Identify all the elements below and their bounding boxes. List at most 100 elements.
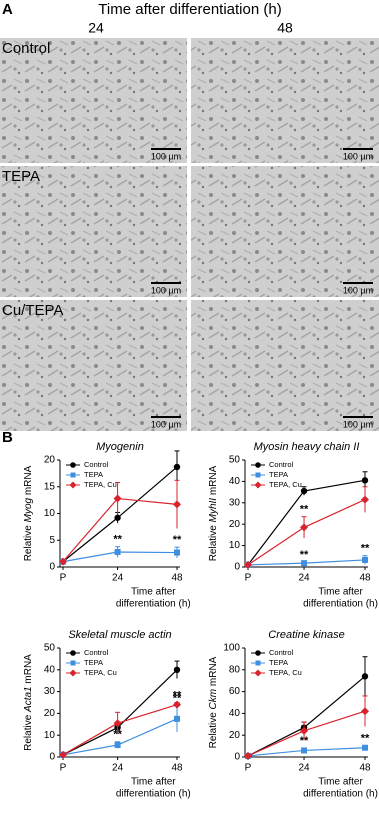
legend-marker bbox=[70, 660, 76, 666]
column-label: 48 bbox=[277, 20, 293, 36]
significance: ** bbox=[113, 534, 122, 546]
y-tick-label: 40 bbox=[229, 476, 241, 487]
marker bbox=[113, 494, 122, 503]
y-axis-label: Relative Ckm mRNA bbox=[208, 656, 219, 748]
micrograph bbox=[0, 38, 187, 163]
y-axis-label-part: Relative bbox=[208, 522, 219, 561]
micrograph bbox=[191, 38, 379, 163]
y-tick-label: 20 bbox=[44, 708, 56, 719]
header: Time after differentiation (h) bbox=[98, 1, 281, 18]
scale-bar-label: 100 µm bbox=[343, 285, 373, 295]
y-tick-label: 10 bbox=[229, 540, 241, 551]
legend-label: TEPA bbox=[269, 658, 288, 667]
marker bbox=[300, 726, 309, 735]
series-line bbox=[62, 466, 178, 563]
marker bbox=[114, 514, 121, 521]
marker bbox=[173, 500, 181, 509]
marker bbox=[300, 487, 308, 495]
y-tick-label: 0 bbox=[234, 562, 240, 573]
y-tick-label: 15 bbox=[44, 481, 56, 492]
legend-label: Control bbox=[84, 648, 109, 657]
y-axis-label-part: mRNA bbox=[23, 654, 34, 687]
x-axis-label: Time after bbox=[318, 587, 363, 598]
significance: ** bbox=[300, 735, 309, 747]
x-axis-label: differentiation (h) bbox=[116, 789, 191, 800]
scale-bar-label: 100 µm bbox=[343, 151, 373, 161]
x-axis-label: Time after bbox=[131, 777, 176, 788]
legend-marker bbox=[254, 481, 262, 489]
marker bbox=[114, 549, 121, 556]
y-tick-label: 0 bbox=[234, 752, 240, 763]
y-tick-label: 10 bbox=[44, 730, 56, 741]
y-axis-label-part: mRNA bbox=[23, 465, 34, 498]
marker bbox=[173, 463, 181, 471]
y-axis-label-part: Relative bbox=[23, 522, 34, 561]
significance: ** bbox=[300, 504, 309, 516]
y-axis-label-part: MyhII bbox=[208, 498, 219, 523]
y-tick-label: 20 bbox=[229, 519, 241, 530]
scale-bar-label: 100 µm bbox=[343, 419, 373, 429]
x-axis-label: Time after bbox=[131, 587, 176, 598]
y-tick-label: 20 bbox=[44, 455, 56, 466]
significance: ** bbox=[361, 732, 370, 744]
x-axis-label: differentiation (h) bbox=[116, 599, 191, 610]
legend-label: TEPA bbox=[269, 470, 288, 479]
marker bbox=[362, 556, 368, 563]
y-tick-label: 0 bbox=[49, 562, 55, 573]
legend-marker bbox=[69, 481, 77, 489]
y-axis-label-part: Acta1 bbox=[23, 686, 34, 713]
legend-marker bbox=[255, 472, 261, 478]
panel-label: B bbox=[2, 429, 13, 446]
y-tick-label: 80 bbox=[229, 664, 241, 675]
y-axis-label: Relative MyhII mRNA bbox=[208, 465, 219, 561]
x-axis-label: differentiation (h) bbox=[303, 789, 378, 800]
legend-label: TEPA, Cu bbox=[269, 668, 302, 677]
legend-label: TEPA, Cu bbox=[84, 480, 117, 489]
micrograph bbox=[191, 166, 379, 297]
scale-bar-label: 100 µm bbox=[151, 419, 181, 429]
marker bbox=[362, 744, 368, 751]
x-tick-label: P bbox=[60, 573, 67, 584]
y-tick-label: 60 bbox=[229, 686, 241, 697]
y-tick-label: 50 bbox=[44, 643, 56, 654]
marker bbox=[173, 666, 181, 673]
legend-label: TEPA bbox=[84, 658, 103, 667]
marker bbox=[361, 477, 369, 484]
significance: ** bbox=[173, 534, 182, 546]
legend-label: Control bbox=[269, 460, 294, 469]
marker bbox=[113, 719, 122, 728]
x-tick-label: 24 bbox=[298, 763, 310, 774]
marker bbox=[174, 549, 180, 556]
chart-title: Skeletal muscle actin bbox=[68, 629, 171, 641]
legend-label: Control bbox=[84, 460, 109, 469]
legend-marker bbox=[255, 650, 261, 656]
chart-title: Creatine kinase bbox=[268, 629, 344, 641]
y-tick-label: 30 bbox=[44, 686, 56, 697]
legend-marker bbox=[70, 472, 76, 478]
legend-marker bbox=[254, 669, 262, 677]
y-tick-label: 40 bbox=[44, 664, 56, 675]
micrograph bbox=[191, 300, 379, 431]
legend-marker bbox=[69, 669, 77, 677]
marker bbox=[244, 560, 252, 569]
y-tick-label: 20 bbox=[229, 730, 241, 741]
x-tick-label: 24 bbox=[112, 573, 124, 584]
significance: ** bbox=[361, 543, 370, 555]
row-label: Cu/TEPA bbox=[2, 302, 63, 319]
marker bbox=[174, 715, 180, 722]
row-label: TEPA bbox=[2, 168, 40, 185]
y-axis-label-part: mRNA bbox=[208, 656, 219, 689]
x-tick-label: 48 bbox=[171, 763, 183, 774]
x-tick-label: 48 bbox=[171, 573, 183, 584]
legend-marker bbox=[70, 650, 76, 656]
y-axis-label-part: Relative bbox=[208, 709, 219, 748]
significance: ** bbox=[173, 693, 182, 705]
legend-marker bbox=[70, 462, 76, 468]
x-tick-label: 24 bbox=[298, 573, 310, 584]
x-tick-label: P bbox=[60, 763, 67, 774]
chart-title: Myosin heavy chain II bbox=[254, 441, 360, 453]
chart-title: Myogenin bbox=[96, 441, 144, 453]
micrograph bbox=[0, 166, 187, 297]
y-axis-label-part: Ckm bbox=[208, 689, 219, 710]
